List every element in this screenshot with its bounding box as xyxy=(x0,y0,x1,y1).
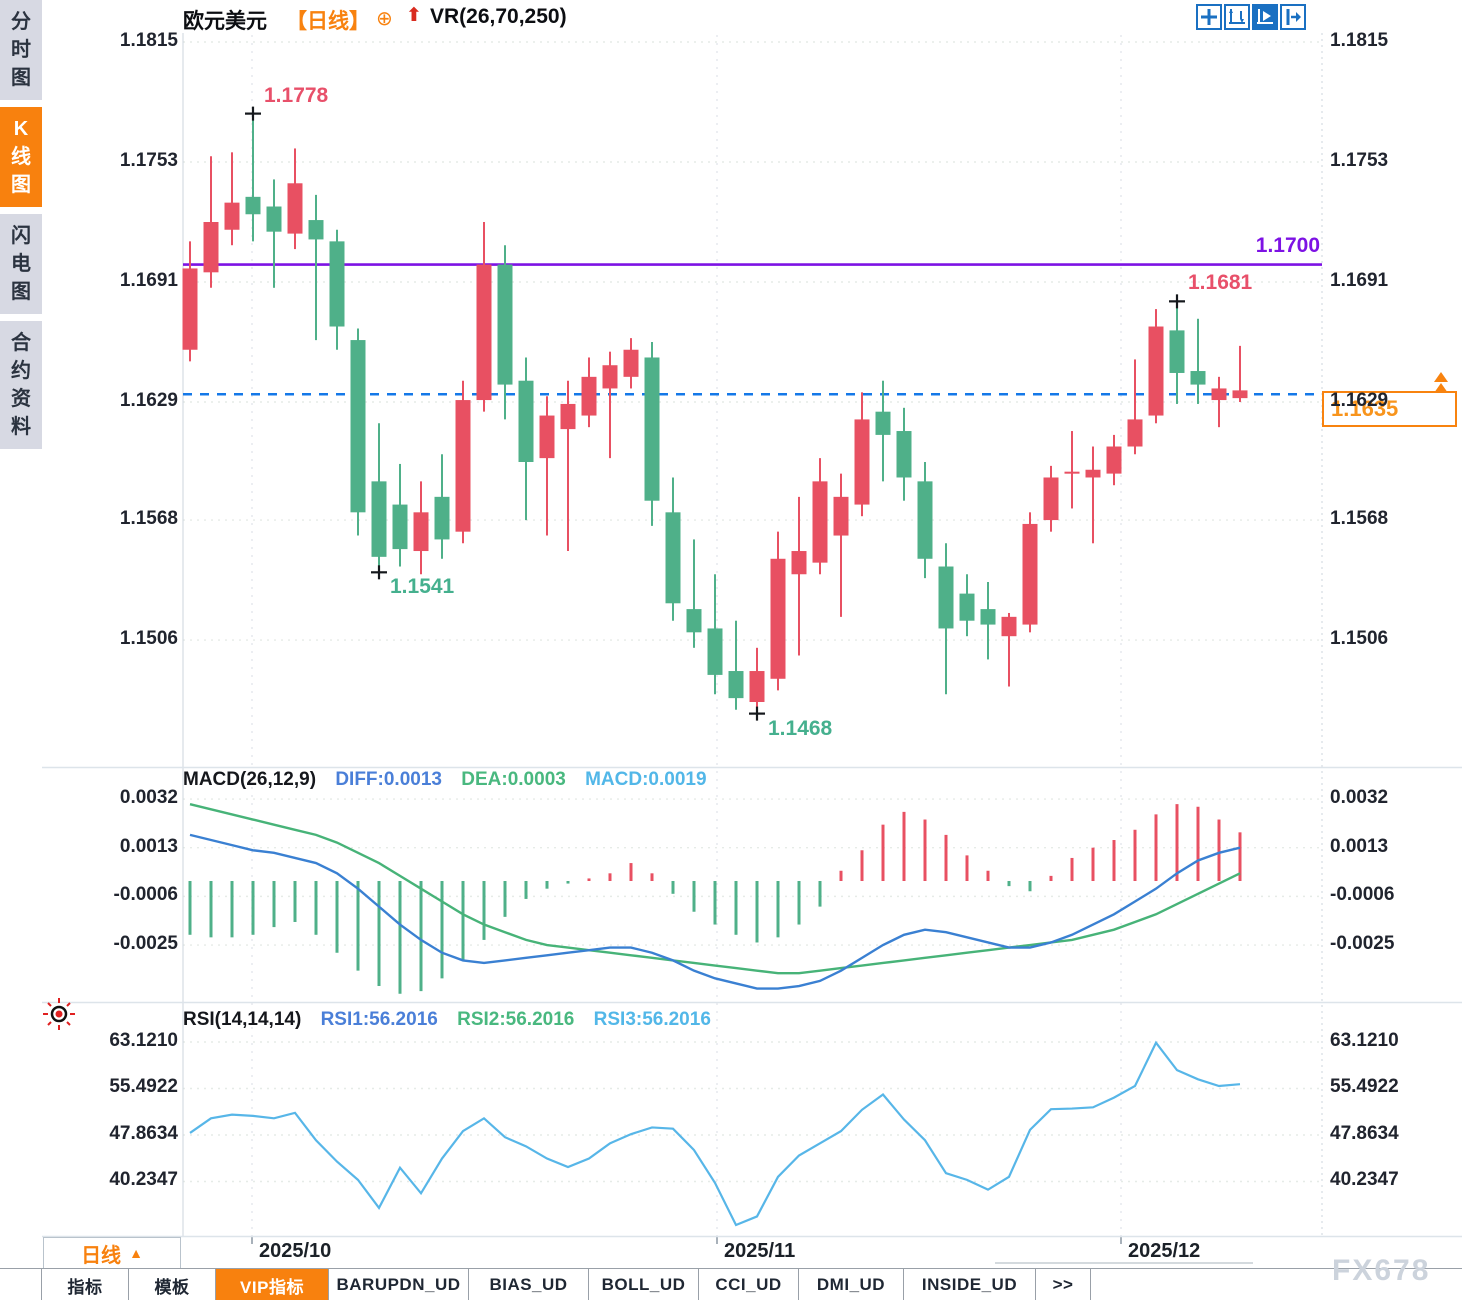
y-axis-label-left: 1.1815 xyxy=(119,30,178,51)
sidebar-item-分时图[interactable]: 分时图 xyxy=(0,0,42,100)
y-axis-label-right: 1.1629 xyxy=(1330,390,1389,411)
y-axis-label-left: -0.0025 xyxy=(113,933,178,955)
y-axis-label-left: 1.1568 xyxy=(119,508,178,530)
price-annotation-1.1541: 1.1541 xyxy=(390,575,455,599)
rsi-panel-header: RSI(14,14,14) RSI1:56.2016 RSI2:56.2016 … xyxy=(183,1009,725,1031)
y-axis-label-right: 1.1568 xyxy=(1330,508,1389,530)
tab-INSIDE_UD[interactable]: INSIDE_UD xyxy=(904,1269,1036,1300)
symbol-title: 欧元美元 xyxy=(183,10,267,33)
y-axis-label-right: 0.0013 xyxy=(1330,835,1389,857)
auto-follow-icon[interactable] xyxy=(1252,4,1278,30)
x-axis-label: 2025/12 xyxy=(1128,1240,1201,1262)
tabbar-corner-cell xyxy=(0,1269,42,1300)
current-price-badge: 1.1635 xyxy=(1322,391,1457,427)
price-up-arrow-icon xyxy=(1434,372,1448,382)
period-tag[interactable]: 【日线】 xyxy=(286,10,370,33)
macd-dea-value: DEA:0.0003 xyxy=(461,769,566,790)
y-axis-label-left: 1.1753 xyxy=(119,150,178,171)
overlay-indicator-label[interactable]: VR(26,70,250) xyxy=(430,5,567,28)
axis-range-icon[interactable] xyxy=(1224,4,1250,30)
chevron-up-icon: ▲ xyxy=(129,1245,143,1261)
price-annotation-1.1468: 1.1468 xyxy=(768,716,833,740)
rsi2-value: RSI2:56.2016 xyxy=(457,1009,575,1030)
rsi1-value: RSI1:56.2016 xyxy=(320,1009,438,1030)
y-axis-label-left: 55.4922 xyxy=(109,1076,178,1098)
rsi-indicator-name[interactable]: RSI(14,14,14) xyxy=(183,1009,302,1030)
y-axis-label-left: 63.1210 xyxy=(109,1030,178,1051)
macd-diff-value: DIFF:0.0013 xyxy=(335,769,442,790)
watermark: FX678 xyxy=(1332,1254,1431,1287)
tab-VIP指标[interactable]: VIP指标 xyxy=(216,1269,329,1300)
sun-icon[interactable] xyxy=(42,997,76,1031)
y-axis-label-left: 1.1506 xyxy=(119,628,178,650)
price-annotation-1.1681: 1.1681 xyxy=(1188,271,1253,295)
y-axis-label-right: 1.1691 xyxy=(1330,270,1389,291)
y-axis-label-right: 47.8634 xyxy=(1330,1122,1399,1144)
y-axis-label-right: 1.1506 xyxy=(1330,628,1389,650)
tab-BIAS_UD[interactable]: BIAS_UD xyxy=(469,1269,589,1300)
x-axis-label: 2025/11 xyxy=(724,1240,796,1262)
macd-indicator-name[interactable]: MACD(26,12,9) xyxy=(183,769,317,790)
tab-BARUPDN_UD[interactable]: BARUPDN_UD xyxy=(329,1269,469,1300)
indicator-tab-bar: 指标 模板 VIP指标 BARUPDN_UD BIAS_UD BOLL_UD CCI_UD D… xyxy=(0,1268,1462,1300)
pan-crosshair-icon[interactable] xyxy=(1196,4,1222,30)
tab-模板[interactable]: 模板 xyxy=(129,1269,216,1300)
y-axis-label-right: 55.4922 xyxy=(1330,1076,1399,1098)
y-axis-label-right: 1.1753 xyxy=(1330,150,1389,171)
y-axis-label-left: -0.0006 xyxy=(113,884,178,906)
y-axis-label-right: 63.1210 xyxy=(1330,1030,1399,1051)
price-annotation-1.1778: 1.1778 xyxy=(264,83,329,107)
y-axis-label-right: 40.2347 xyxy=(1330,1169,1399,1191)
tab-DMI_UD[interactable]: DMI_UD xyxy=(799,1269,904,1300)
tab->>[interactable]: >> xyxy=(1036,1269,1091,1300)
resistance-level-label: 1.1700 xyxy=(1255,234,1320,257)
y-axis-label-left: 1.1691 xyxy=(119,270,178,291)
add-overlay-icon[interactable]: ⊕ xyxy=(376,8,393,30)
y-axis-label-right: 1.1815 xyxy=(1330,30,1389,51)
sidebar-item-闪电图[interactable]: 闪电图 xyxy=(0,214,42,314)
y-axis-label-right: -0.0006 xyxy=(1330,884,1395,906)
y-axis-label-right: 0.0032 xyxy=(1330,787,1389,809)
rsi3-value: RSI3:56.2016 xyxy=(593,1009,711,1030)
tab-指标[interactable]: 指标 xyxy=(42,1269,129,1300)
h-scrollbar[interactable] xyxy=(995,1262,1253,1264)
y-axis-label-left: 0.0032 xyxy=(119,787,178,809)
period-selector-label: 日线 xyxy=(81,1244,122,1267)
macd-panel-header: MACD(26,12,9) DIFF:0.0013 DEA:0.0003 MAC… xyxy=(183,769,721,791)
y-axis-label-left: 0.0013 xyxy=(119,835,178,857)
y-axis-label-right: -0.0025 xyxy=(1330,933,1395,955)
macd-macd-value: MACD:0.0019 xyxy=(585,769,707,790)
jump-to-latest-icon[interactable] xyxy=(1280,4,1306,30)
tab-CCI_UD[interactable]: CCI_UD xyxy=(699,1269,799,1300)
tab-BOLL_UD[interactable]: BOLL_UD xyxy=(589,1269,699,1300)
period-selector[interactable]: 日线 ▲ xyxy=(43,1237,181,1269)
price-up-arrow-icon xyxy=(1434,383,1448,393)
up-arrow-icon: ⬆ xyxy=(406,5,422,26)
y-axis-label-left: 1.1629 xyxy=(119,390,178,411)
y-axis-label-left: 40.2347 xyxy=(109,1169,178,1191)
sidebar-item-合约资料[interactable]: 合约资料 xyxy=(0,321,42,449)
y-axis-label-left: 47.8634 xyxy=(109,1122,178,1144)
x-axis-label: 2025/10 xyxy=(259,1240,332,1262)
